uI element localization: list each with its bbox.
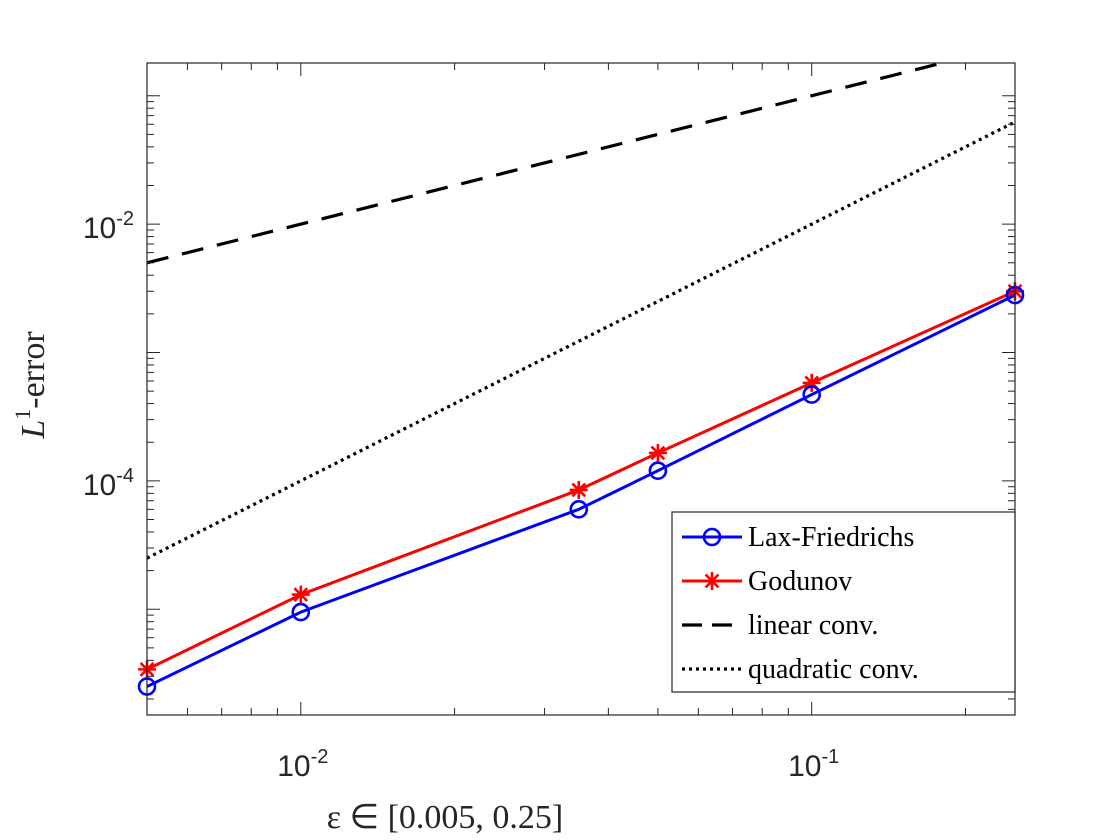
x-tick-label-exponent: -1 (821, 746, 839, 768)
axes: 10-2 10-110-410-2 (83, 62, 1016, 783)
y-tick-label-base: 10 (83, 212, 116, 245)
data-point-godunov (648, 443, 667, 462)
series-godunov (147, 289, 1015, 671)
legend-marker-godunov-d2 (704, 573, 720, 589)
legend-marker-godunov (703, 572, 721, 590)
legend-label-quadratic-conv: quadratic conv. (748, 654, 919, 685)
series-line-linear-conv (147, 63, 949, 265)
legend-label-linear-conv: linear conv. (748, 610, 878, 641)
series-quadratic-conv (147, 120, 1015, 560)
legend-label-lax-friedrichs: Lax-Friedrichs (748, 522, 914, 553)
data-point-godunov (569, 480, 588, 499)
data-point-lax-friedrichs (648, 461, 668, 481)
data-point-lax-friedrichs (291, 602, 311, 622)
y-axis-label-suffix: -error (15, 331, 52, 409)
y-axis-label: L1-error (10, 331, 52, 440)
tick-marks (146, 63, 1015, 715)
legend: Lax-Friedrichs Godunov linear conv. quadrat… (671, 511, 1016, 693)
series-linear-conv (147, 63, 949, 265)
x-tick-label: 10-1 (788, 746, 839, 783)
series-line-quadratic-conv (147, 120, 1015, 560)
x-tick-label: 10-2 (277, 746, 328, 783)
data-point-godunov (291, 585, 310, 604)
axes-frame (146, 62, 1016, 716)
y-tick-label: 10-2 (83, 208, 134, 245)
series-line-lax-friedrichs (147, 293, 1015, 688)
series-group (137, 63, 1025, 696)
y-axis-label-sup: 1 (10, 409, 35, 420)
legend-label-godunov: Godunov (748, 566, 852, 597)
data-point-godunov-d2 (571, 482, 587, 498)
series-lax-friedrichs (147, 293, 1015, 688)
y-tick-label-exponent: -2 (116, 208, 134, 230)
y-tick-label-base: 10 (83, 469, 116, 502)
y-tick-label: 10-4 (83, 465, 134, 502)
data-point-lax-friedrichs (569, 500, 589, 519)
data-point-godunov-d2 (293, 587, 309, 602)
data-point-lax-friedrichs (802, 385, 821, 404)
x-axis-label: ε ∈ [0.005, 0.25] (327, 799, 564, 836)
y-axis-label-prefix: L (15, 420, 52, 440)
legend-marker-lax-friedrichs (702, 527, 722, 547)
x-tick-label-base: 10 (788, 750, 821, 783)
y-tick-label-exponent: -4 (116, 465, 134, 487)
x-tick-label-exponent: -2 (311, 746, 329, 768)
legend-box (671, 511, 1016, 693)
data-point-godunov-d2 (650, 445, 666, 461)
series-line-godunov (147, 289, 1015, 671)
x-tick-label-base: 10 (277, 750, 310, 783)
